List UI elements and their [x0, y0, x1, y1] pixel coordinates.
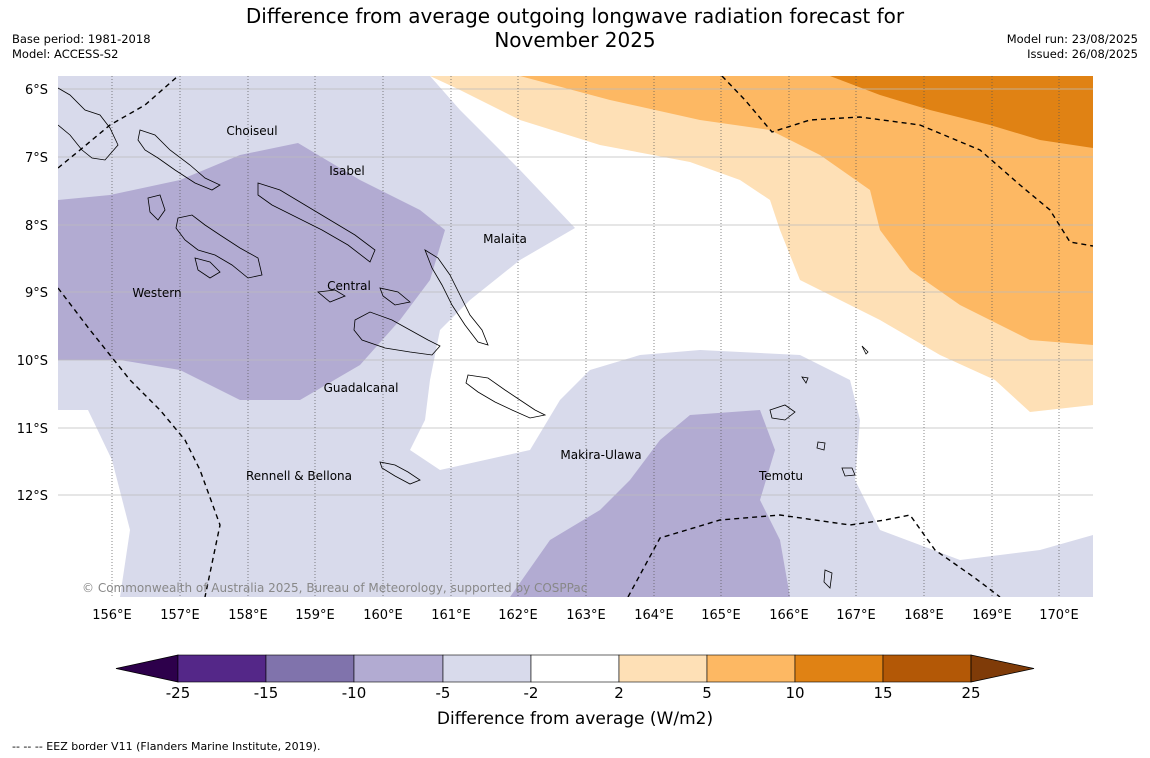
latitude-label: 7°S — [25, 151, 48, 166]
colorbar-segment — [794, 654, 884, 683]
latitude-label: 11°S — [17, 422, 48, 437]
province-label: Isabel — [329, 164, 364, 178]
latitude-label: 12°S — [17, 489, 48, 504]
colorbar-tick-label: 10 — [785, 684, 805, 702]
longitude-label: 161°E — [431, 608, 471, 623]
longitude-label: 158°E — [228, 608, 268, 623]
longitude-label: 168°E — [904, 608, 944, 623]
longitude-label: 165°E — [701, 608, 741, 623]
colorbar-max-extension — [970, 654, 1035, 683]
chart-title: Difference from average outgoing longwav… — [230, 4, 920, 52]
province-label: Makira-Ulawa — [560, 448, 641, 462]
longitude-label: 170°E — [1039, 608, 1079, 623]
colorbar-label: Difference from average (W/m2) — [436, 709, 714, 729]
base-period: Base period: 1981-2018 — [12, 32, 151, 46]
longitude-label: 163°E — [566, 608, 606, 623]
coast-ontong — [861, 345, 869, 355]
title-line-2: November 2025 — [494, 28, 656, 52]
latitude-label: 8°S — [25, 219, 48, 234]
colorbar-segment — [618, 654, 708, 683]
coast-rennell — [379, 461, 421, 485]
coast-russell — [379, 287, 411, 306]
model-name: Model: ACCESS-S2 — [12, 47, 119, 61]
colorbar-tick-label: -5 — [435, 684, 451, 702]
colorbar-segment — [353, 654, 444, 683]
colorbar-segment — [265, 654, 355, 683]
longitude-label: 160°E — [363, 608, 403, 623]
colorbar-tick-label: 5 — [702, 684, 712, 702]
eez-northwest-border — [58, 76, 179, 169]
coast-makira — [465, 374, 547, 419]
colorbar-tick-label: -25 — [165, 684, 191, 702]
longitude-labels: 156°E 157°E 158°E 159°E 160°E 161°E 162°E 163°E… — [92, 608, 1079, 623]
longitude-label: 169°E — [972, 608, 1012, 623]
province-label: Central — [327, 279, 371, 293]
eez-southwest-border — [58, 287, 221, 597]
colorbar-tick-label: -15 — [253, 684, 279, 702]
coast-malaita — [424, 249, 489, 346]
coast-vella-lavella — [147, 194, 166, 221]
coast-santa-cruz — [769, 404, 796, 421]
province-label: Western — [132, 286, 181, 300]
colorbar-tick-label: 15 — [873, 684, 893, 702]
province-label: Temotu — [758, 469, 803, 483]
colorbar-tick-label: 25 — [961, 684, 981, 702]
latitude-labels: 6°S 7°S 8°S 9°S 10°S 11°S 12°S — [17, 83, 48, 504]
coast-isabel — [257, 182, 376, 263]
run-info: Model run: 23/08/2025 Issued: 26/08/2025 — [1007, 32, 1138, 62]
longitude-label: 156°E — [92, 608, 132, 623]
colorbar-segment — [882, 654, 972, 683]
latitude-label: 10°S — [17, 354, 48, 369]
eez-northeast-border — [721, 76, 1093, 247]
longitude-label: 164°E — [634, 608, 674, 623]
colorbar-min-extension — [115, 654, 179, 683]
colorbar-tick-label: 2 — [614, 684, 624, 702]
coast-tikopia — [823, 569, 833, 589]
coastlines — [58, 87, 869, 589]
coast-rendova — [194, 257, 221, 279]
colorbar-segment — [530, 654, 620, 683]
longitude-label: 162°E — [498, 608, 538, 623]
longitude-label: 166°E — [769, 608, 809, 623]
colorbar-segment — [442, 654, 532, 683]
colorbar-segment — [706, 654, 796, 683]
title-line-1: Difference from average outgoing longwav… — [245, 4, 905, 28]
coast-florida — [317, 289, 346, 303]
eez-southeast-border — [627, 514, 1001, 597]
contour-medium-orange — [520, 76, 1093, 345]
contour-medium-purple-east — [510, 410, 790, 597]
coast-bougainville — [58, 87, 119, 161]
province-label: Rennell & Bellona — [246, 469, 352, 483]
map-area — [58, 76, 1093, 597]
colorbar-segment — [177, 654, 267, 683]
map-gridlines — [58, 76, 1093, 597]
coast-choiseul — [137, 129, 221, 191]
longitude-label: 167°E — [836, 608, 876, 623]
coast-duff — [801, 376, 809, 384]
coast-vanikoro — [841, 467, 856, 477]
province-label: Guadalcanal — [324, 381, 399, 395]
coast-utupua — [816, 441, 826, 451]
eez-borders — [58, 76, 1093, 597]
copyright-notice: © Commonwealth of Australia 2025, Bureau… — [82, 581, 587, 595]
coast-guadalcanal — [353, 311, 441, 356]
colorbar-tick-label: -2 — [523, 684, 539, 702]
province-labels: Choiseul Isabel Malaita Western Central Guada… — [132, 124, 803, 483]
province-label: Malaita — [483, 232, 527, 246]
colorbar-tick-label: -10 — [341, 684, 367, 702]
colorbar — [115, 654, 1035, 683]
latitude-label: 9°S — [25, 286, 48, 301]
coast-new-georgia — [175, 214, 263, 279]
contour-dark-orange — [830, 76, 1093, 148]
latitude-label: 6°S — [25, 83, 48, 98]
longitude-label: 159°E — [295, 608, 335, 623]
longitude-label: 157°E — [160, 608, 200, 623]
model-run-date: Model run: 23/08/2025 — [1006, 32, 1138, 46]
province-label: Choiseul — [226, 124, 277, 138]
model-info: Base period: 1981-2018 Model: ACCESS-S2 — [12, 32, 151, 62]
issued-date: Issued: 26/08/2025 — [1027, 47, 1138, 61]
eez-footnote: -- -- -- EEZ border V11 (Flanders Marine… — [12, 740, 321, 753]
contour-medium-purple-west — [58, 143, 445, 400]
